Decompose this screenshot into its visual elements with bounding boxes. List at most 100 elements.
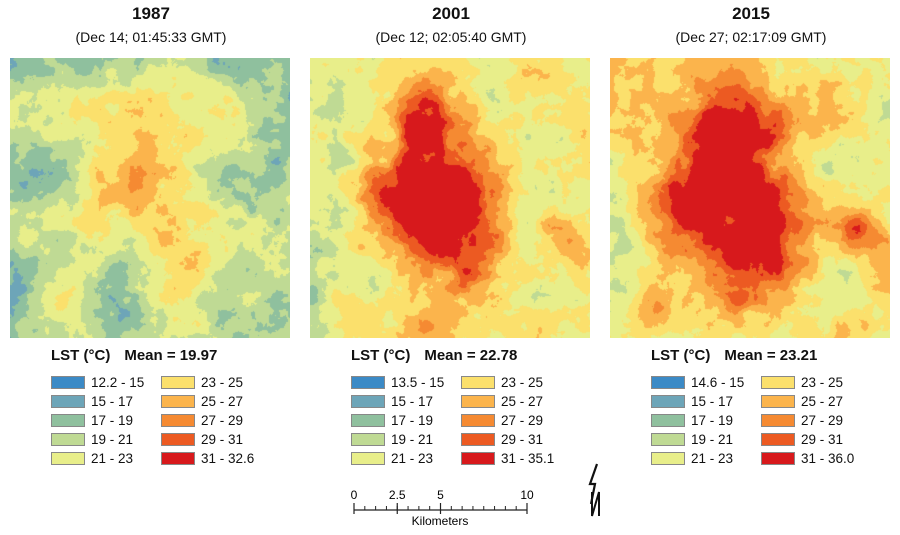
legend-item: 23 - 25 (761, 373, 854, 392)
legend-swatch (351, 414, 385, 427)
legend-item: 21 - 23 (351, 449, 444, 468)
legend-range: 17 - 19 (391, 413, 434, 428)
legend-swatch (761, 395, 795, 408)
legend-range: 25 - 27 (801, 394, 844, 409)
legend-range: 23 - 25 (501, 375, 544, 390)
legend-swatch (651, 452, 685, 465)
panel-1987: 1987 (Dec 14; 01:45:33 GMT) LST (°C) Mean… (10, 0, 292, 470)
legend-column: 23 - 25 25 - 27 27 - 29 29 - 31 31 - 36.… (761, 373, 854, 468)
panel-date: (Dec 14; 01:45:33 GMT) (75, 29, 227, 45)
legend-range: 15 - 17 (691, 394, 734, 409)
legend-label: LST (°C) (51, 347, 111, 364)
legend-item: 31 - 36.0 (761, 449, 854, 468)
legend-swatch (161, 376, 195, 389)
legend-item: 15 - 17 (651, 392, 744, 411)
scale-bar-label: 2.5 (389, 488, 406, 502)
panel-title: 2001 (432, 4, 470, 23)
legend-item: 19 - 21 (51, 430, 144, 449)
legend-column: 12.2 - 15 15 - 17 17 - 19 19 - 21 21 - 2… (51, 373, 144, 468)
legend-range: 12.2 - 15 (91, 375, 145, 390)
legend-range: 21 - 23 (691, 451, 734, 466)
legend-range: 29 - 31 (201, 432, 244, 447)
legend-swatch (161, 395, 195, 408)
mean-label: Mean = 19.97 (124, 347, 218, 364)
panel-title: 1987 (132, 4, 170, 23)
lst-map-1987 (10, 58, 290, 338)
legend-item: 19 - 21 (651, 430, 744, 449)
legend-swatch (161, 433, 195, 446)
legend-header: LST (°C) Mean = 19.97 (51, 347, 217, 364)
legend-range: 27 - 29 (201, 413, 244, 428)
legend-item: 17 - 19 (651, 411, 744, 430)
legend-item: 29 - 31 (461, 430, 554, 449)
legend-item: 17 - 19 (51, 411, 144, 430)
legend-item: 21 - 23 (51, 449, 144, 468)
legend-swatch (161, 452, 195, 465)
legend-item: 27 - 29 (161, 411, 254, 430)
legend-range: 31 - 35.1 (501, 451, 555, 466)
scale-bar-label: 10 (520, 488, 534, 502)
legend-swatch (51, 452, 85, 465)
scale-bar-label: 0 (351, 488, 358, 502)
scale-bar-label: 5 (437, 488, 444, 502)
legend-range: 25 - 27 (201, 394, 244, 409)
panel-2001: 2001 (Dec 12; 02:05:40 GMT) LST (°C) Mean… (310, 0, 592, 470)
legend-item: 21 - 23 (651, 449, 744, 468)
legend-swatch (461, 452, 495, 465)
legend-swatch (761, 452, 795, 465)
legend-swatch (351, 395, 385, 408)
panel-title: 2015 (732, 4, 770, 23)
legend-swatch (761, 376, 795, 389)
legend-swatch (351, 452, 385, 465)
legend-swatch (651, 433, 685, 446)
legend-item: 29 - 31 (761, 430, 854, 449)
legend-range: 14.6 - 15 (691, 375, 745, 390)
legend-range: 27 - 29 (801, 413, 844, 428)
north-arrow-icon (588, 463, 600, 517)
legend-range: 23 - 25 (201, 375, 244, 390)
legend-header: LST (°C) Mean = 22.78 (351, 347, 517, 364)
legend-column: 13.5 - 15 15 - 17 17 - 19 19 - 21 21 - 2… (351, 373, 444, 468)
legend-item: 25 - 27 (161, 392, 254, 411)
legend-item: 29 - 31 (161, 430, 254, 449)
legend-range: 31 - 36.0 (801, 451, 855, 466)
legend-swatch (651, 395, 685, 408)
legend-swatch (51, 395, 85, 408)
legend-item: 27 - 29 (761, 411, 854, 430)
scale-bar-units: Kilometers (412, 514, 469, 528)
legend-item: 12.2 - 15 (51, 373, 144, 392)
legend-range: 19 - 21 (691, 432, 734, 447)
legend-range: 15 - 17 (391, 394, 434, 409)
legend-range: 29 - 31 (801, 432, 844, 447)
legend-swatch (651, 376, 685, 389)
lst-map-2001 (310, 58, 590, 338)
legend-item: 13.5 - 15 (351, 373, 444, 392)
legend-range: 19 - 21 (91, 432, 134, 447)
legend-swatch (461, 395, 495, 408)
legend-range: 29 - 31 (501, 432, 544, 447)
lst-map-2015 (610, 58, 890, 338)
legend-range: 21 - 23 (391, 451, 434, 466)
legend-swatch (351, 376, 385, 389)
legend-range: 23 - 25 (801, 375, 844, 390)
legend-item: 31 - 32.6 (161, 449, 254, 468)
legend-swatch (461, 376, 495, 389)
legend-swatch (761, 433, 795, 446)
legend-item: 25 - 27 (461, 392, 554, 411)
legend-label: LST (°C) (351, 347, 411, 364)
legend-range: 25 - 27 (501, 394, 544, 409)
legend-item: 19 - 21 (351, 430, 444, 449)
legend-item: 25 - 27 (761, 392, 854, 411)
legend-column: 23 - 25 25 - 27 27 - 29 29 - 31 31 - 35.… (461, 373, 554, 468)
legend-swatch (461, 433, 495, 446)
legend-header: LST (°C) Mean = 23.21 (651, 347, 817, 364)
legend-item: 23 - 25 (461, 373, 554, 392)
legend-item: 27 - 29 (461, 411, 554, 430)
legend-item: 15 - 17 (51, 392, 144, 411)
legend-swatch (351, 433, 385, 446)
legend-range: 15 - 17 (91, 394, 134, 409)
legend-item: 17 - 19 (351, 411, 444, 430)
legend-item: 23 - 25 (161, 373, 254, 392)
legend-range: 17 - 19 (691, 413, 734, 428)
legend-column: 23 - 25 25 - 27 27 - 29 29 - 31 31 - 32.… (161, 373, 254, 468)
